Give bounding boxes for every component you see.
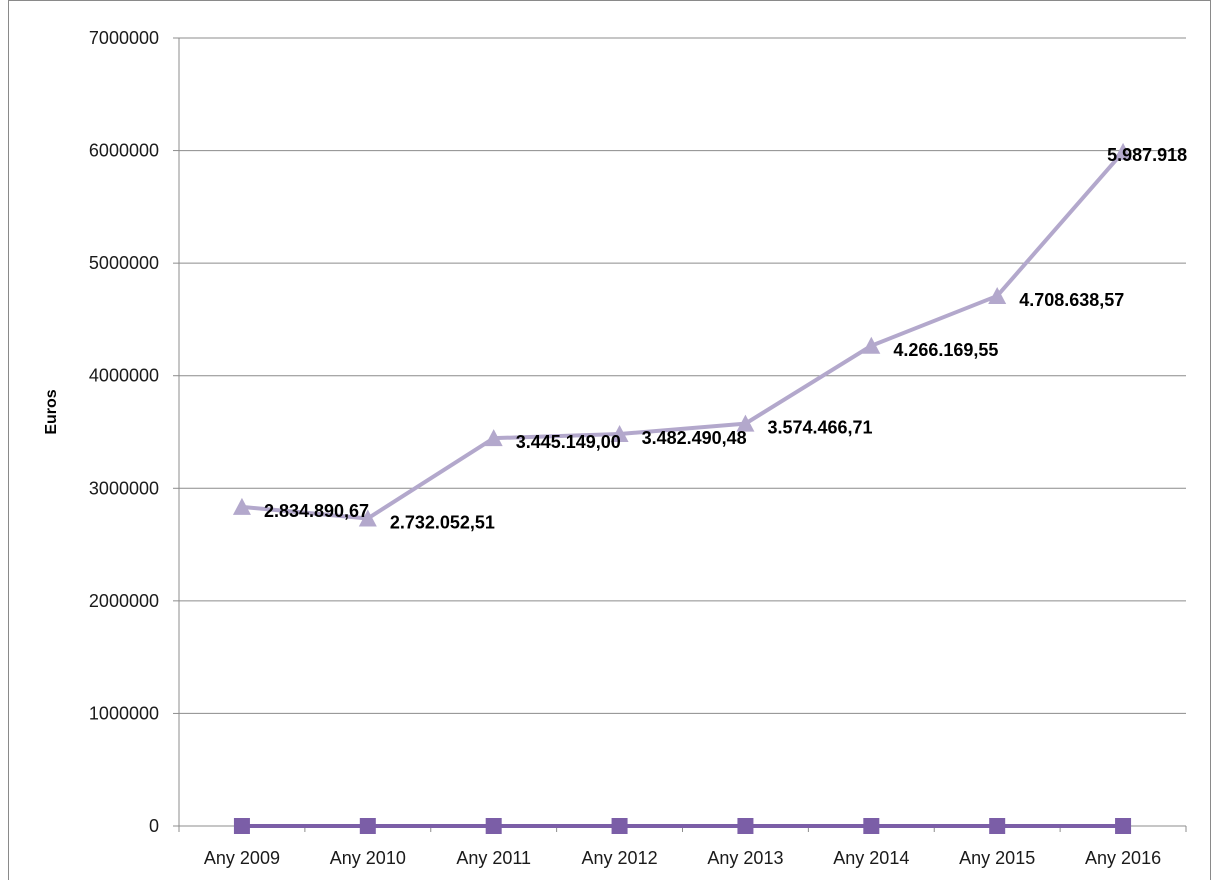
x-tick-label: Any 2012 xyxy=(582,848,658,868)
data-labels: 2.834.890,67 2.732.052,51 3.445.149,00 3.48… xyxy=(264,145,1187,533)
triangle-marker xyxy=(232,497,251,515)
square-marker xyxy=(233,818,250,834)
y-tick-label: 1000000 xyxy=(89,703,159,723)
y-tick-label: 7000000 xyxy=(89,28,159,48)
data-label: 3.445.149,00 xyxy=(516,432,621,452)
x-axis-ticks: Any 2009 Any 2010 Any 2011 Any 2012 Any 2013… xyxy=(204,848,1161,868)
x-tick-label: Any 2009 xyxy=(204,848,280,868)
gridlines xyxy=(173,37,1187,832)
chart-frame: 0 1000000 2000000 3000000 4000000 5000000 6000… xyxy=(8,0,1211,880)
data-label: 2.834.890,67 xyxy=(264,501,369,521)
triangle-marker xyxy=(862,336,881,354)
y-tick-label: 0 xyxy=(149,816,159,836)
data-label: 3.574.466,71 xyxy=(767,418,872,438)
y-tick-label: 6000000 xyxy=(89,141,159,161)
data-label: 3.482.490,48 xyxy=(642,428,747,448)
square-marker xyxy=(863,818,880,834)
triangle-marker xyxy=(988,286,1007,304)
y-tick-label: 4000000 xyxy=(89,366,159,386)
triangle-marker xyxy=(1114,142,1133,160)
data-label: 5.987.918 xyxy=(1107,145,1187,165)
square-marker xyxy=(611,818,628,834)
series-line-1 xyxy=(241,150,1125,521)
y-axis-title: Euros xyxy=(43,389,60,434)
data-label: 4.708.638,57 xyxy=(1019,290,1124,310)
x-tick-label: Any 2013 xyxy=(707,848,783,868)
series-layer xyxy=(232,142,1133,834)
y-axis-ticks: 0 1000000 2000000 3000000 4000000 5000000 6000… xyxy=(89,28,159,836)
x-tick-label: Any 2016 xyxy=(1085,848,1161,868)
x-tick-label: Any 2014 xyxy=(833,848,909,868)
triangle-marker xyxy=(484,429,503,447)
line-chart: 0 1000000 2000000 3000000 4000000 5000000 6000… xyxy=(43,28,1187,868)
y-tick-label: 5000000 xyxy=(89,253,159,273)
triangle-marker xyxy=(610,424,629,442)
x-tick-label: Any 2015 xyxy=(959,848,1035,868)
square-marker xyxy=(989,818,1006,834)
triangle-marker xyxy=(736,414,755,432)
square-marker xyxy=(737,818,754,834)
data-label: 4.266.169,55 xyxy=(893,340,998,360)
y-tick-label: 2000000 xyxy=(89,591,159,611)
x-tick-label: Any 2011 xyxy=(456,848,531,868)
triangle-marker xyxy=(358,509,377,527)
square-marker xyxy=(1115,818,1132,834)
data-label: 2.732.052,51 xyxy=(390,512,495,532)
square-marker xyxy=(359,818,376,834)
square-marker xyxy=(485,818,502,834)
y-tick-label: 3000000 xyxy=(89,478,159,498)
x-tick-label: Any 2010 xyxy=(330,848,406,868)
